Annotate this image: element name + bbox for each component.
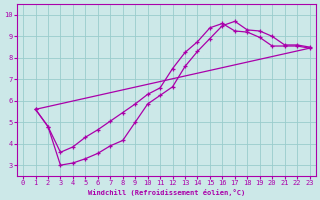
X-axis label: Windchill (Refroidissement éolien,°C): Windchill (Refroidissement éolien,°C)	[88, 189, 245, 196]
